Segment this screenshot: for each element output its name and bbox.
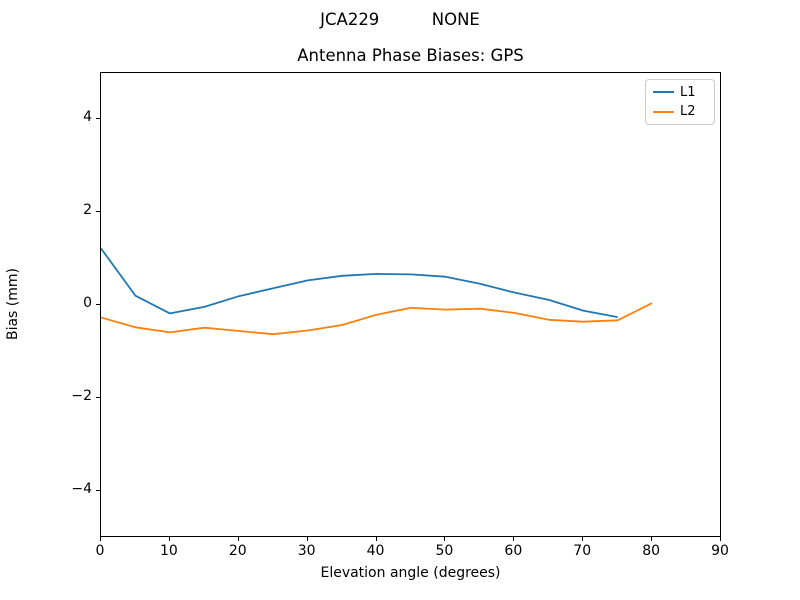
y-tick-label: −4 bbox=[71, 480, 92, 497]
x-tick-label: 20 bbox=[228, 543, 247, 559]
x-tick-label: 90 bbox=[711, 543, 729, 559]
x-tick-label: 10 bbox=[159, 543, 178, 559]
x-axis-label: Elevation angle (degrees) bbox=[320, 565, 501, 581]
x-tick-mark bbox=[306, 537, 308, 541]
legend-entry-l2: L2 bbox=[653, 104, 707, 121]
y-tick-label: −2 bbox=[71, 387, 92, 404]
x-tick-mark bbox=[513, 537, 515, 541]
y-tick-label: 4 bbox=[83, 109, 92, 126]
x-tick-label: 80 bbox=[642, 543, 661, 559]
l1-line-swatch bbox=[653, 91, 674, 94]
line-chart bbox=[101, 247, 653, 336]
y-tick-mark bbox=[96, 211, 100, 213]
x-tick-label: 60 bbox=[504, 543, 523, 559]
x-tick-label: 50 bbox=[435, 543, 454, 559]
x-tick-mark bbox=[100, 537, 101, 541]
x-tick-label: 30 bbox=[297, 543, 316, 559]
y-tick-mark bbox=[96, 304, 100, 305]
legend-entry-l1: L1 bbox=[653, 84, 707, 101]
y-tick-label: 0 bbox=[83, 295, 92, 311]
y-axis-label: Bias (mm) bbox=[5, 267, 21, 341]
x-tick-mark bbox=[651, 537, 653, 541]
x-tick-label: 0 bbox=[95, 543, 105, 559]
l2-line-swatch bbox=[653, 110, 674, 113]
x-tick-mark bbox=[444, 537, 446, 541]
legend-label-l2: L2 bbox=[680, 104, 696, 120]
x-tick-label: 40 bbox=[366, 543, 385, 559]
axes-title: Antenna Phase Biases: GPS bbox=[297, 46, 524, 65]
y-tick-mark bbox=[96, 118, 100, 120]
legend: L1 L2 bbox=[645, 79, 715, 125]
series-line-l1 bbox=[101, 247, 618, 318]
x-tick-mark bbox=[375, 537, 377, 541]
y-tick-mark bbox=[96, 396, 100, 398]
x-tick-mark bbox=[168, 537, 170, 541]
figure-suptitle: JCA229 NONE bbox=[320, 10, 480, 29]
plot-area bbox=[100, 72, 721, 537]
x-tick-mark bbox=[237, 537, 239, 541]
x-tick-mark bbox=[582, 537, 584, 541]
legend-label-l1: L1 bbox=[680, 84, 696, 100]
x-tick-label: 70 bbox=[573, 543, 592, 559]
x-tick-mark bbox=[720, 537, 721, 541]
y-tick-mark bbox=[96, 489, 100, 491]
y-tick-label: 2 bbox=[83, 202, 92, 219]
series-line-l2 bbox=[101, 302, 653, 336]
